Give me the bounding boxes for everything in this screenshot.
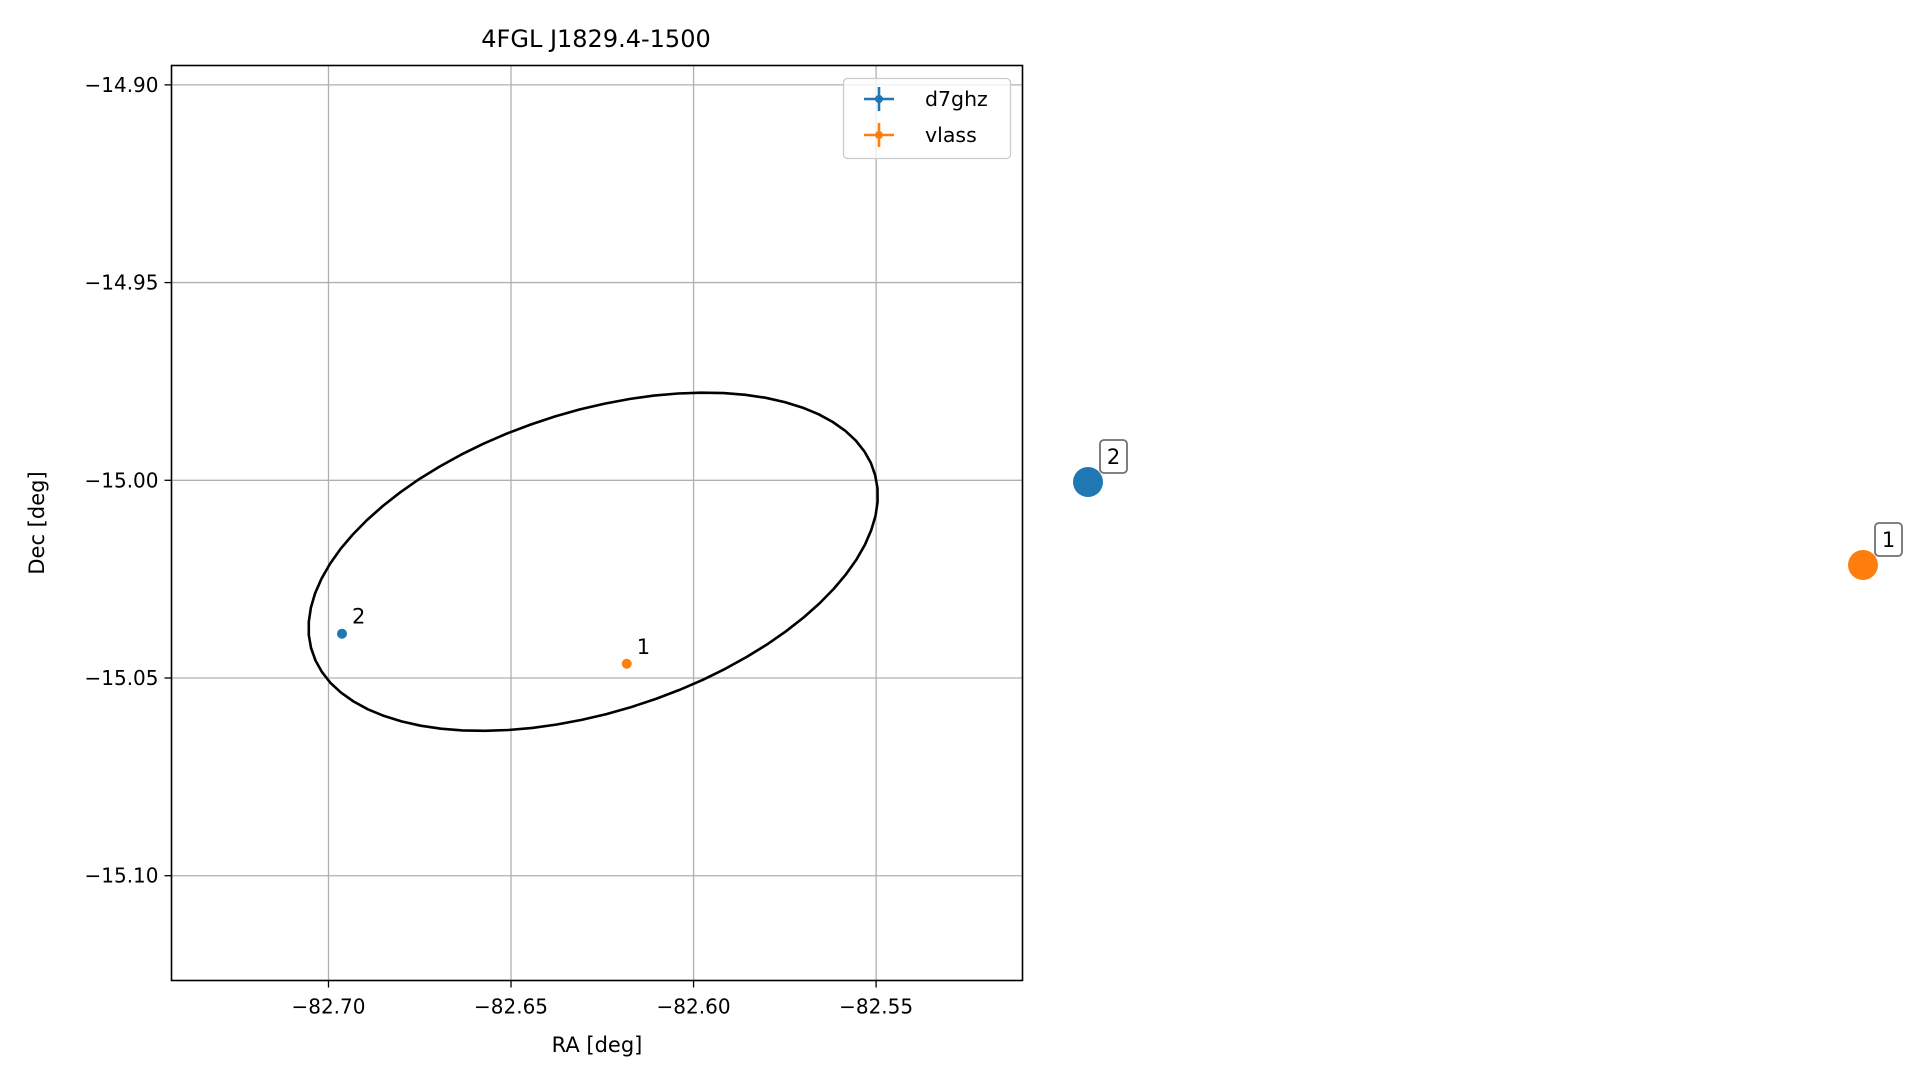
x-tick-label: −82.65 (474, 995, 548, 1019)
outside-marker-1 (1848, 550, 1878, 580)
outside-marker-labelbox-1 (1874, 522, 1903, 557)
y-axis-label: Dec [deg] (25, 471, 49, 574)
legend-marker-dot-vlass (875, 131, 883, 139)
point-label-d7ghz: 2 (352, 605, 365, 629)
plot-frame (170, 64, 1024, 982)
legend-label-vlass: vlass (925, 123, 977, 147)
chart-title: 4FGL J1829.4-1500 (481, 25, 710, 53)
x-tick-label: −82.70 (291, 995, 365, 1019)
gridlines (171, 65, 1023, 981)
legend-label-d7ghz: d7ghz (925, 87, 988, 111)
legend: d7ghz vlass (842, 77, 1012, 160)
data-point-d7ghz (336, 628, 347, 639)
y-tick-label: −15.00 (84, 468, 158, 492)
y-tick-label: −14.90 (84, 73, 158, 97)
outside-markers: 21 (1073, 439, 1903, 580)
y-tick-label: −15.05 (84, 666, 158, 690)
points-layer: 21 (336, 605, 650, 669)
y-tick-label: −14.95 (84, 271, 158, 295)
point-label-vlass: 1 (637, 635, 650, 659)
error-ellipse (307, 391, 879, 733)
outside-marker-labelbox-2 (1099, 439, 1128, 474)
legend-marker-dot-d7ghz (875, 95, 883, 103)
outside-marker-label-1: 1 (1882, 528, 1895, 552)
x-ticks: −82.70 −82.65 −82.60 −82.55 (291, 980, 913, 1019)
x-tick-label: −82.60 (657, 995, 731, 1019)
x-tick-label: −82.55 (839, 995, 913, 1019)
y-tick-label: −15.10 (84, 864, 158, 888)
outside-marker-label-2: 2 (1107, 445, 1120, 469)
ellipse-layer (307, 391, 879, 733)
outside-marker-2 (1073, 467, 1103, 497)
data-point-vlass (621, 658, 632, 669)
x-axis-label: RA [deg] (552, 1033, 643, 1057)
y-ticks: −14.90 −14.95 −15.00 −15.05 −15.10 (84, 73, 172, 888)
